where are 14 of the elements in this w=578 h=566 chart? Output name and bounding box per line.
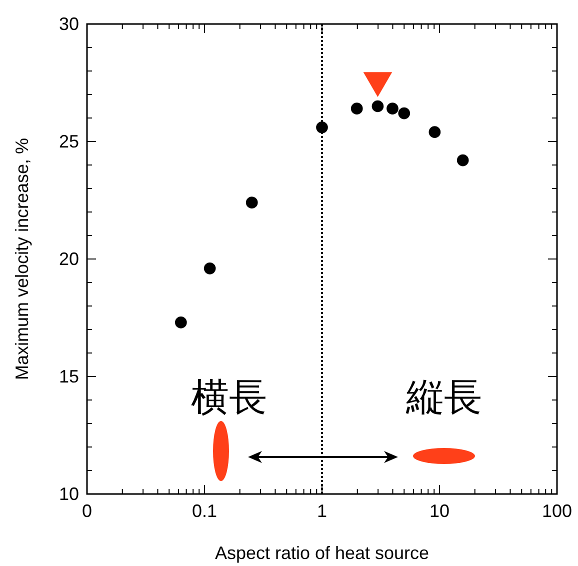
y-tick-label: 20 bbox=[58, 248, 79, 269]
x-tick-label: 0.1 bbox=[192, 500, 218, 521]
y-tick-label: 25 bbox=[58, 131, 79, 152]
x-tick-label: 10 bbox=[429, 500, 450, 521]
y-tick-label: 30 bbox=[58, 14, 79, 34]
x-tick-label: 1 bbox=[316, 500, 328, 521]
annotation: 縦長 bbox=[405, 375, 482, 419]
y-tick-label: 10 bbox=[58, 484, 79, 504]
annotation: 横長 bbox=[191, 375, 267, 419]
x-axis-title: Aspect ratio of heat source bbox=[214, 543, 430, 563]
x-tick-label: 0 bbox=[82, 500, 92, 521]
x-tick-label: 100 bbox=[542, 500, 572, 521]
y-axis-title: Maximum velocity increase, % bbox=[12, 138, 32, 380]
y-tick-label: 15 bbox=[58, 366, 79, 386]
